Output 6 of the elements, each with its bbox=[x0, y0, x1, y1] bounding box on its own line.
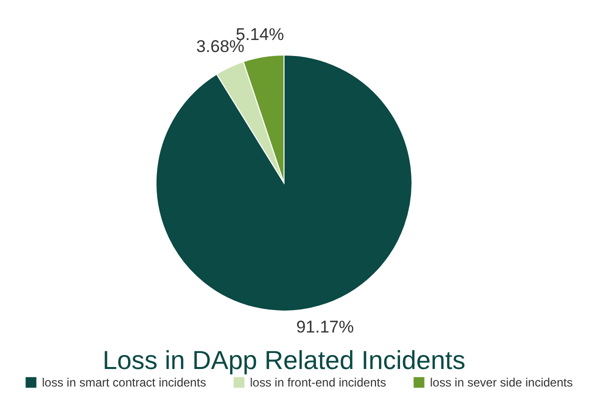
legend-label: loss in sever side incidents bbox=[430, 375, 573, 390]
legend-label: loss in smart contract incidents bbox=[42, 375, 206, 390]
pie-slice bbox=[156, 54, 412, 312]
legend-label: loss in front-end incidents bbox=[250, 375, 386, 390]
data-label: 91.17% bbox=[296, 317, 354, 336]
text: Loss in DApp Related Incidents bbox=[102, 345, 466, 375]
